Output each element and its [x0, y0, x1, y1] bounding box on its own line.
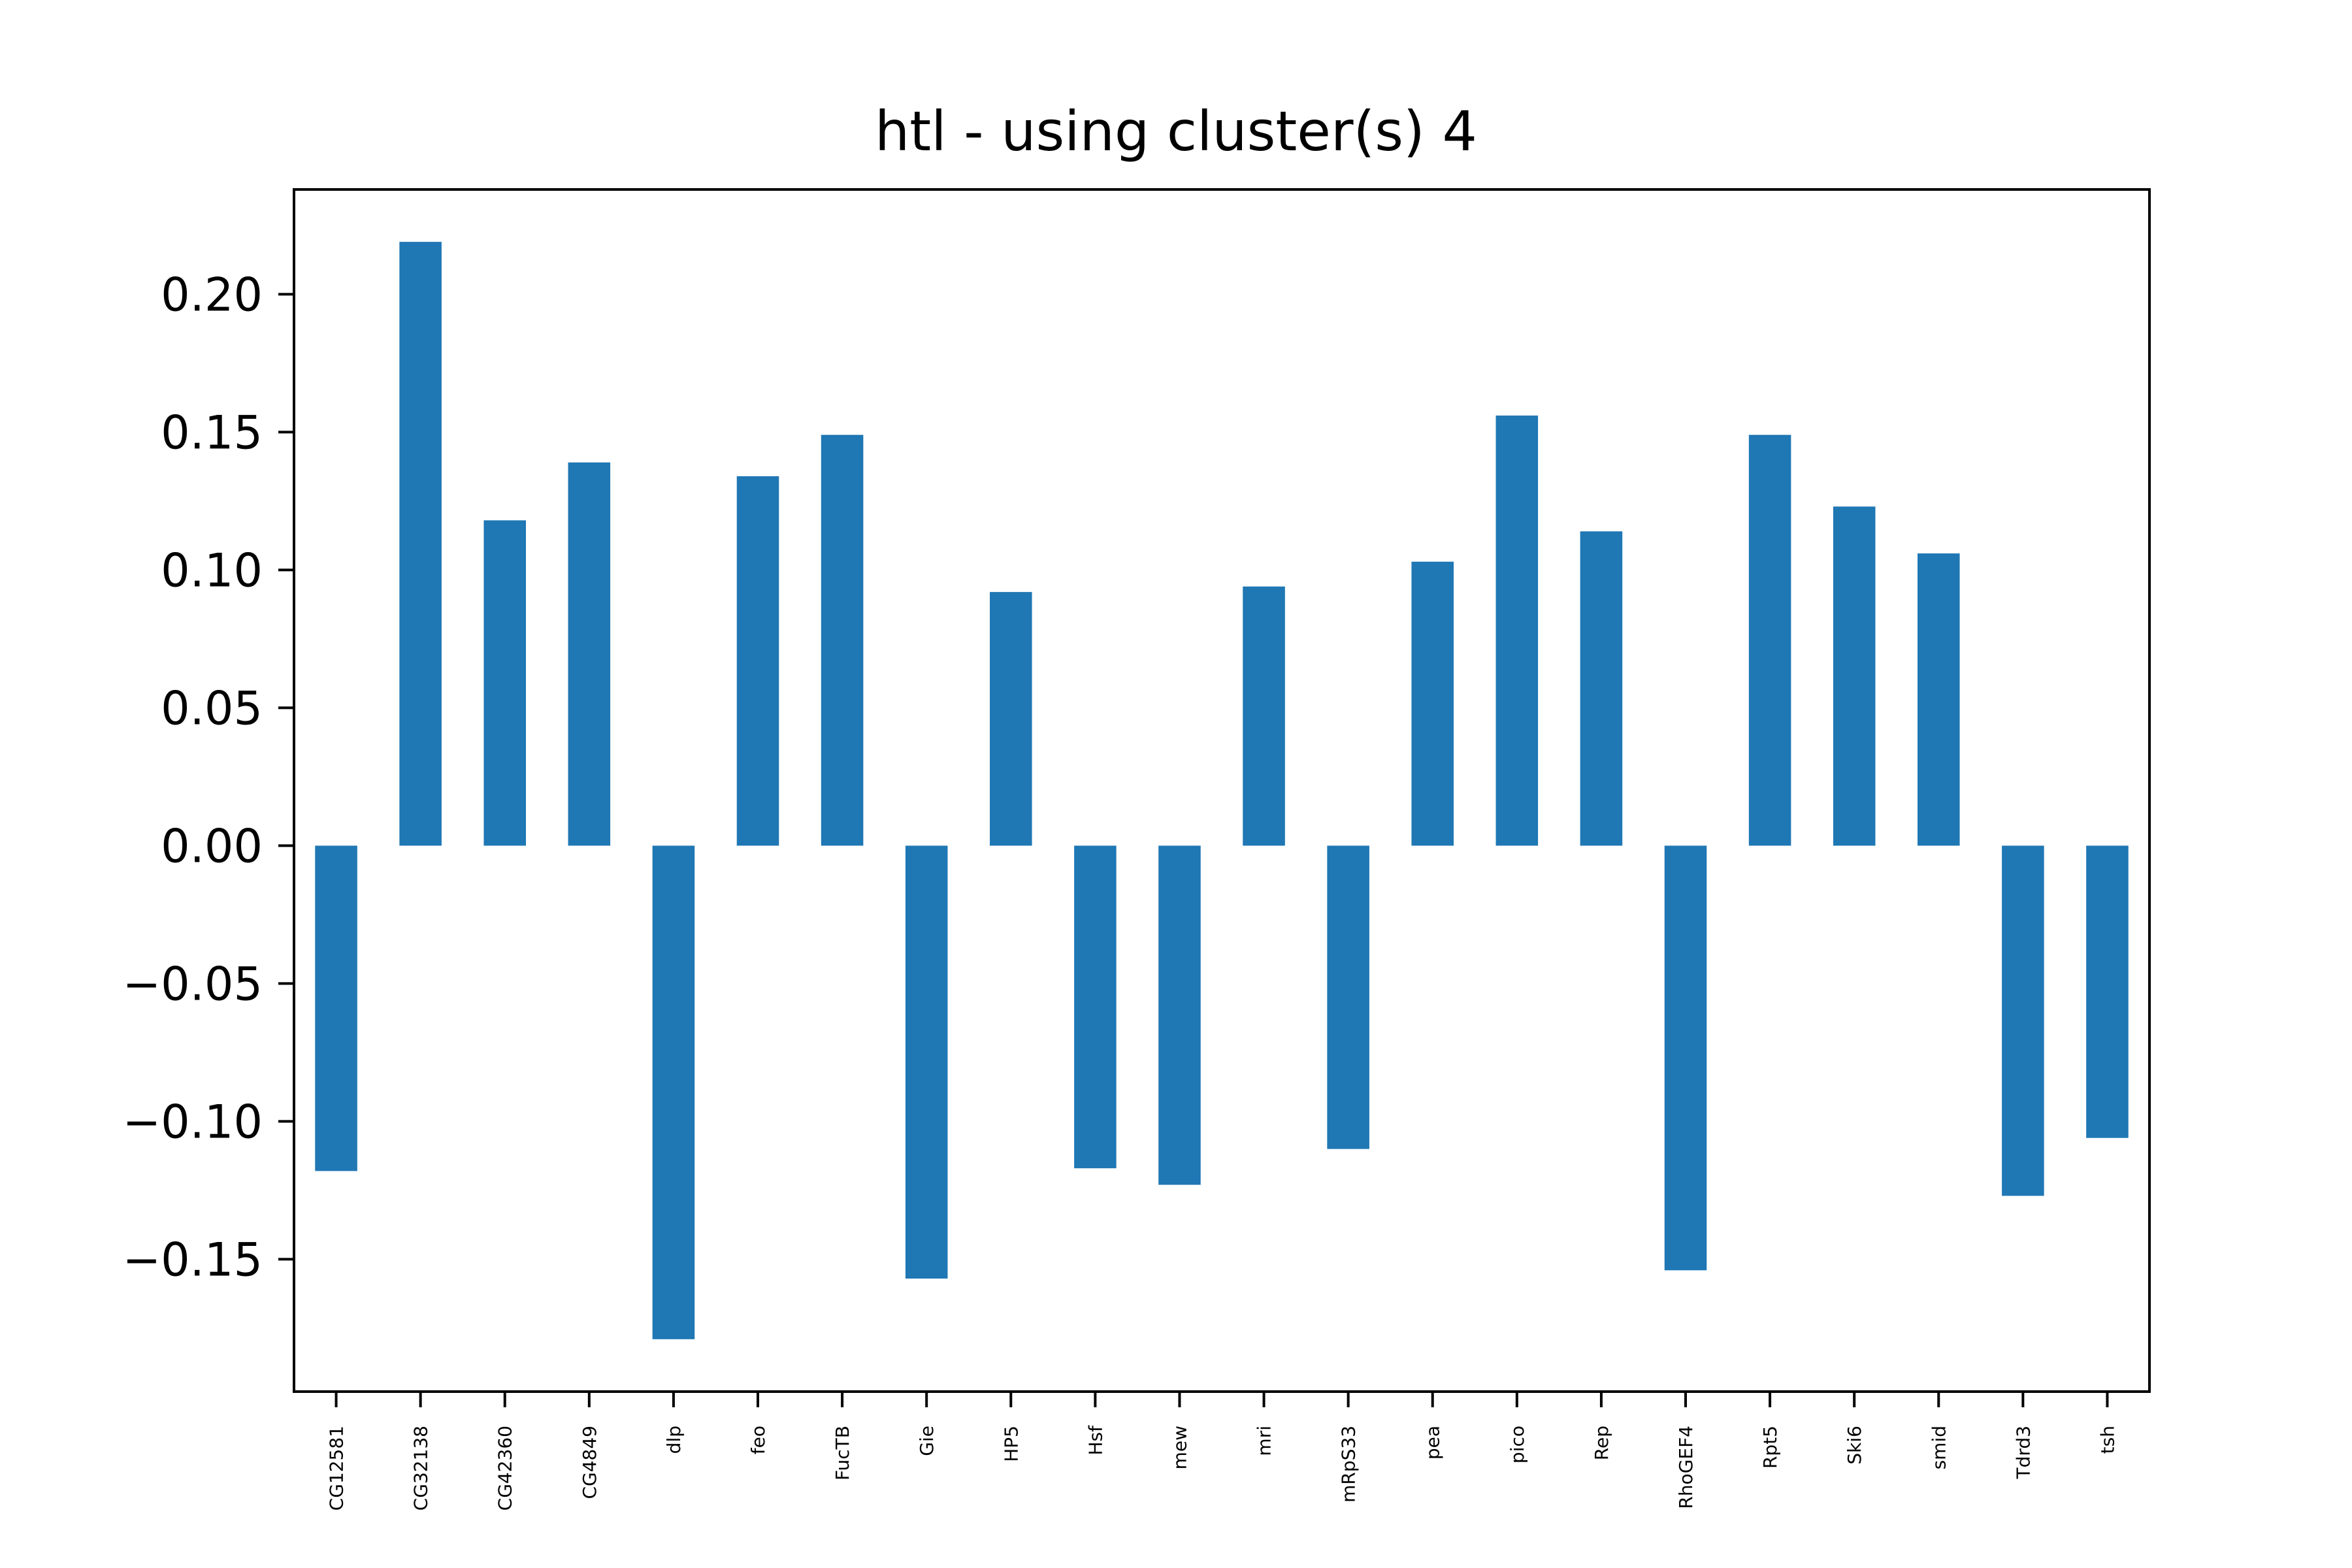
bar-tsh	[2086, 845, 2129, 1138]
plot-frame	[293, 188, 2151, 1393]
x-tick-label: pea	[1422, 1426, 1444, 1460]
bar-feo	[736, 476, 779, 846]
bar-CG42360	[483, 520, 526, 846]
bar-HP5	[990, 592, 1032, 846]
x-tick-label: CG32138	[410, 1426, 432, 1511]
bar-dlp	[652, 845, 695, 1339]
chart-title: htl - using cluster(s) 4	[875, 99, 1477, 163]
y-tick-label: −0.10	[122, 1095, 263, 1149]
x-tick-label: Ski6	[1844, 1426, 1865, 1465]
x-tick-label: CG42360	[495, 1426, 516, 1511]
y-tick-label: 0.15	[161, 406, 263, 459]
bar-CG4849	[568, 462, 611, 846]
x-tick-label: CG4849	[579, 1426, 600, 1499]
x-tick-label: pico	[1507, 1426, 1528, 1463]
x-tick-label: mew	[1169, 1426, 1190, 1469]
bar-pico	[1495, 416, 1539, 846]
x-tick-label: dlp	[663, 1426, 685, 1454]
bar-mri	[1243, 586, 1285, 846]
bar-mew	[1158, 845, 1201, 1185]
y-tick-label: 0.20	[161, 268, 263, 321]
x-tick-label: smid	[1928, 1426, 1950, 1469]
bar-Rep	[1580, 531, 1623, 846]
bar-FucTB	[821, 434, 864, 846]
x-tick-label: Gie	[916, 1426, 938, 1456]
x-tick-label: Rpt5	[1759, 1426, 1781, 1469]
x-tick-label: mri	[1254, 1426, 1275, 1456]
x-tick-label: HP5	[1000, 1426, 1022, 1462]
x-tick-label: tsh	[2097, 1426, 2118, 1454]
bars-group	[315, 242, 2129, 1339]
bar-Rpt5	[1748, 434, 1791, 846]
bar-Gie	[905, 845, 948, 1279]
x-tick-label: RhoGEF4	[1675, 1426, 1697, 1509]
bar-CG12581	[315, 845, 357, 1171]
x-tick-label: FucTB	[832, 1426, 853, 1480]
y-tick-label: 0.05	[161, 681, 263, 735]
x-tick-label: Rep	[1591, 1426, 1612, 1460]
x-axis: CG12581 CG32138 CG42360 CG4849 dlp feo FucTB Gi…	[326, 1392, 2118, 1511]
x-tick-label: Tdrd3	[2012, 1426, 2034, 1479]
x-tick-label: CG12581	[326, 1426, 348, 1511]
bar-CG32138	[399, 242, 442, 846]
bar-Hsf	[1074, 845, 1117, 1169]
bar-mRpS33	[1327, 845, 1369, 1149]
bar-Tdrd3	[2002, 845, 2044, 1196]
bar-smid	[1918, 553, 1960, 846]
y-axis: −0.15 −0.10 −0.05 0.00 0.05 0.10 0.15 0.20	[122, 268, 294, 1286]
bar-RhoGEF4	[1664, 845, 1707, 1271]
y-tick-label: −0.05	[122, 957, 263, 1011]
x-tick-label: Hsf	[1085, 1425, 1106, 1456]
bar-pea	[1411, 561, 1454, 846]
x-tick-label: mRpS33	[1338, 1426, 1360, 1503]
x-tick-label: feo	[747, 1426, 769, 1454]
y-tick-label: −0.15	[122, 1233, 263, 1286]
y-tick-label: 0.00	[161, 819, 263, 873]
bar-Ski6	[1833, 506, 1876, 846]
y-tick-label: 0.10	[161, 544, 263, 597]
